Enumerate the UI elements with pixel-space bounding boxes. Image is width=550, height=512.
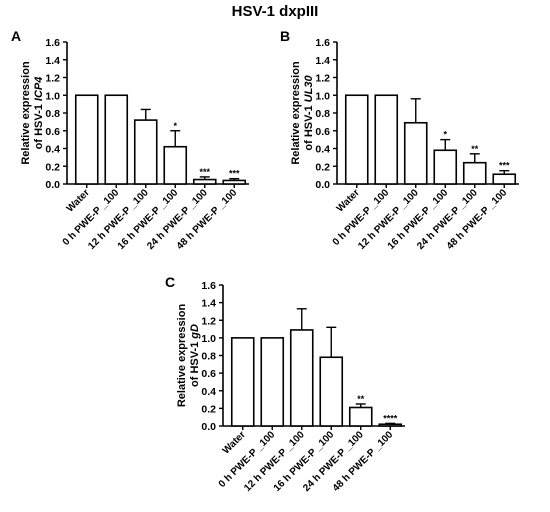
y-tick-label: 1.2 (201, 315, 216, 327)
y-tick-label: 0.2 (45, 161, 60, 173)
x-tick-label: Water (335, 187, 362, 214)
panel-label: A (11, 28, 21, 44)
y-tick-label: 1.0 (45, 90, 60, 102)
y-tick-label: 0.8 (201, 351, 216, 363)
bar (192, 178, 217, 185)
y-tick-label: 1.2 (45, 73, 60, 85)
y-tick-label: 1.4 (45, 55, 60, 67)
significance-label: * (443, 130, 447, 140)
y-tick-label: 0.0 (315, 179, 330, 191)
y-tick-label: 1.4 (315, 55, 330, 67)
bar (104, 94, 129, 185)
y-tick-label: 0.4 (315, 144, 330, 156)
significance-label: **** (383, 413, 398, 423)
y-tick-label: 0.6 (315, 126, 330, 138)
bar (74, 94, 99, 185)
y-tick-label: 1.4 (201, 298, 216, 310)
y-tick-label: 0.2 (201, 403, 216, 415)
y-tick-label: 1.0 (201, 333, 216, 345)
bar (163, 145, 188, 185)
y-axis-title: Relative expressionof HSV-1 UL30 (290, 61, 315, 165)
bar (260, 337, 285, 427)
panel-label: C (165, 274, 175, 290)
x-tick-label: Water (221, 429, 248, 456)
figure-title: HSV-1 dxpIII (231, 3, 319, 20)
y-tick-label: 0.8 (45, 108, 60, 120)
y-tick-label: 0.6 (201, 368, 216, 380)
bar (344, 94, 369, 185)
y-axis-title: Relative expressionof HSV-1 gD (176, 304, 201, 408)
bar (348, 406, 373, 427)
y-tick-label: 0.2 (315, 161, 330, 173)
y-tick-label: 0.4 (45, 144, 60, 156)
bar (378, 423, 403, 427)
significance-label: *** (499, 161, 510, 171)
y-tick-label: 1.2 (315, 73, 330, 85)
bar (462, 161, 487, 185)
x-tick-label: Water (65, 187, 92, 214)
significance-label: * (173, 121, 177, 131)
y-tick-label: 1.6 (201, 280, 216, 292)
bar (319, 356, 344, 427)
panel-label: B (280, 28, 290, 44)
bar (492, 173, 517, 185)
bar (289, 329, 314, 427)
bar (222, 179, 247, 185)
bar (133, 119, 158, 185)
y-tick-label: 0.0 (45, 179, 60, 191)
y-tick-label: 0.0 (201, 421, 216, 433)
y-axis-title: Relative expressionof HSV-1 ICP4 (20, 61, 45, 165)
bar (374, 94, 399, 185)
y-tick-label: 0.8 (315, 108, 330, 120)
significance-label: *** (199, 167, 210, 177)
y-tick-label: 0.4 (201, 386, 216, 398)
y-tick-label: 1.6 (315, 37, 330, 49)
significance-label: ** (471, 144, 479, 154)
significance-label: ** (357, 394, 365, 404)
y-tick-label: 1.6 (45, 37, 60, 49)
bar (230, 337, 255, 427)
bar (403, 121, 428, 185)
y-tick-label: 1.0 (315, 90, 330, 102)
bar (433, 149, 458, 185)
significance-label: *** (229, 169, 240, 179)
y-tick-label: 0.6 (45, 126, 60, 138)
